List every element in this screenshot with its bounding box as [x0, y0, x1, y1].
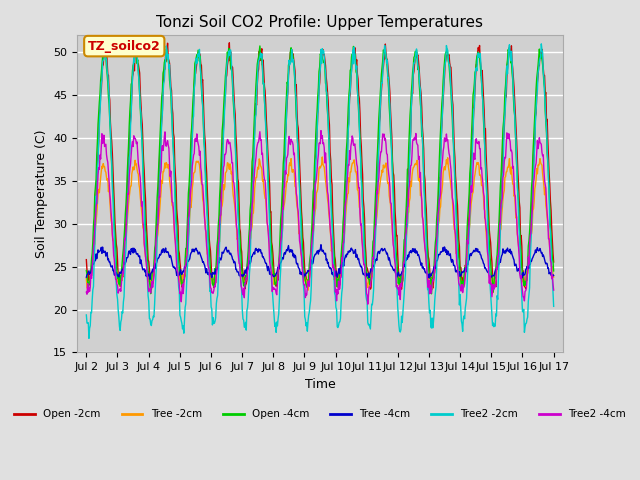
Title: Tonzi Soil CO2 Profile: Upper Temperatures: Tonzi Soil CO2 Profile: Upper Temperatur… [157, 15, 483, 30]
Y-axis label: Soil Temperature (C): Soil Temperature (C) [35, 130, 47, 258]
Legend: Open -2cm, Tree -2cm, Open -4cm, Tree -4cm, Tree2 -2cm, Tree2 -4cm: Open -2cm, Tree -2cm, Open -4cm, Tree -4… [10, 405, 630, 423]
X-axis label: Time: Time [305, 378, 335, 391]
Text: TZ_soilco2: TZ_soilco2 [88, 40, 161, 53]
